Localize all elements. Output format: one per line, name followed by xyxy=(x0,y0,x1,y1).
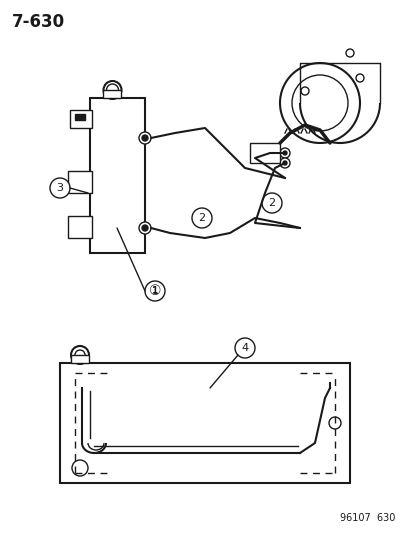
Text: 3: 3 xyxy=(56,183,63,193)
Circle shape xyxy=(282,151,286,155)
Circle shape xyxy=(106,84,118,96)
Circle shape xyxy=(279,148,289,158)
Circle shape xyxy=(142,225,147,231)
Circle shape xyxy=(75,350,85,360)
Circle shape xyxy=(139,132,151,144)
Text: ①: ① xyxy=(148,284,161,298)
Text: 2: 2 xyxy=(268,198,275,208)
Circle shape xyxy=(103,81,121,99)
Circle shape xyxy=(50,178,70,198)
Bar xyxy=(68,171,92,193)
Bar xyxy=(75,114,85,120)
Circle shape xyxy=(355,74,363,82)
Circle shape xyxy=(328,417,340,429)
Circle shape xyxy=(235,338,254,358)
Circle shape xyxy=(279,158,289,168)
Circle shape xyxy=(145,281,165,301)
Circle shape xyxy=(139,222,151,234)
Circle shape xyxy=(72,460,88,476)
Bar xyxy=(249,143,279,163)
Text: 1: 1 xyxy=(151,286,158,296)
Circle shape xyxy=(279,63,359,143)
Circle shape xyxy=(71,346,89,364)
Bar xyxy=(103,90,121,98)
Bar xyxy=(60,363,349,483)
Text: 2: 2 xyxy=(198,213,205,223)
Circle shape xyxy=(192,208,211,228)
Circle shape xyxy=(142,135,147,141)
Bar xyxy=(71,355,89,363)
Circle shape xyxy=(261,193,281,213)
Bar xyxy=(70,110,92,128)
Text: 4: 4 xyxy=(241,343,248,353)
Circle shape xyxy=(300,87,308,95)
Text: 7-630: 7-630 xyxy=(12,13,65,31)
Circle shape xyxy=(282,161,286,165)
Bar xyxy=(68,216,92,238)
Circle shape xyxy=(345,49,353,57)
Text: 96107  630: 96107 630 xyxy=(339,513,394,523)
Bar xyxy=(90,98,145,253)
Circle shape xyxy=(291,75,347,131)
